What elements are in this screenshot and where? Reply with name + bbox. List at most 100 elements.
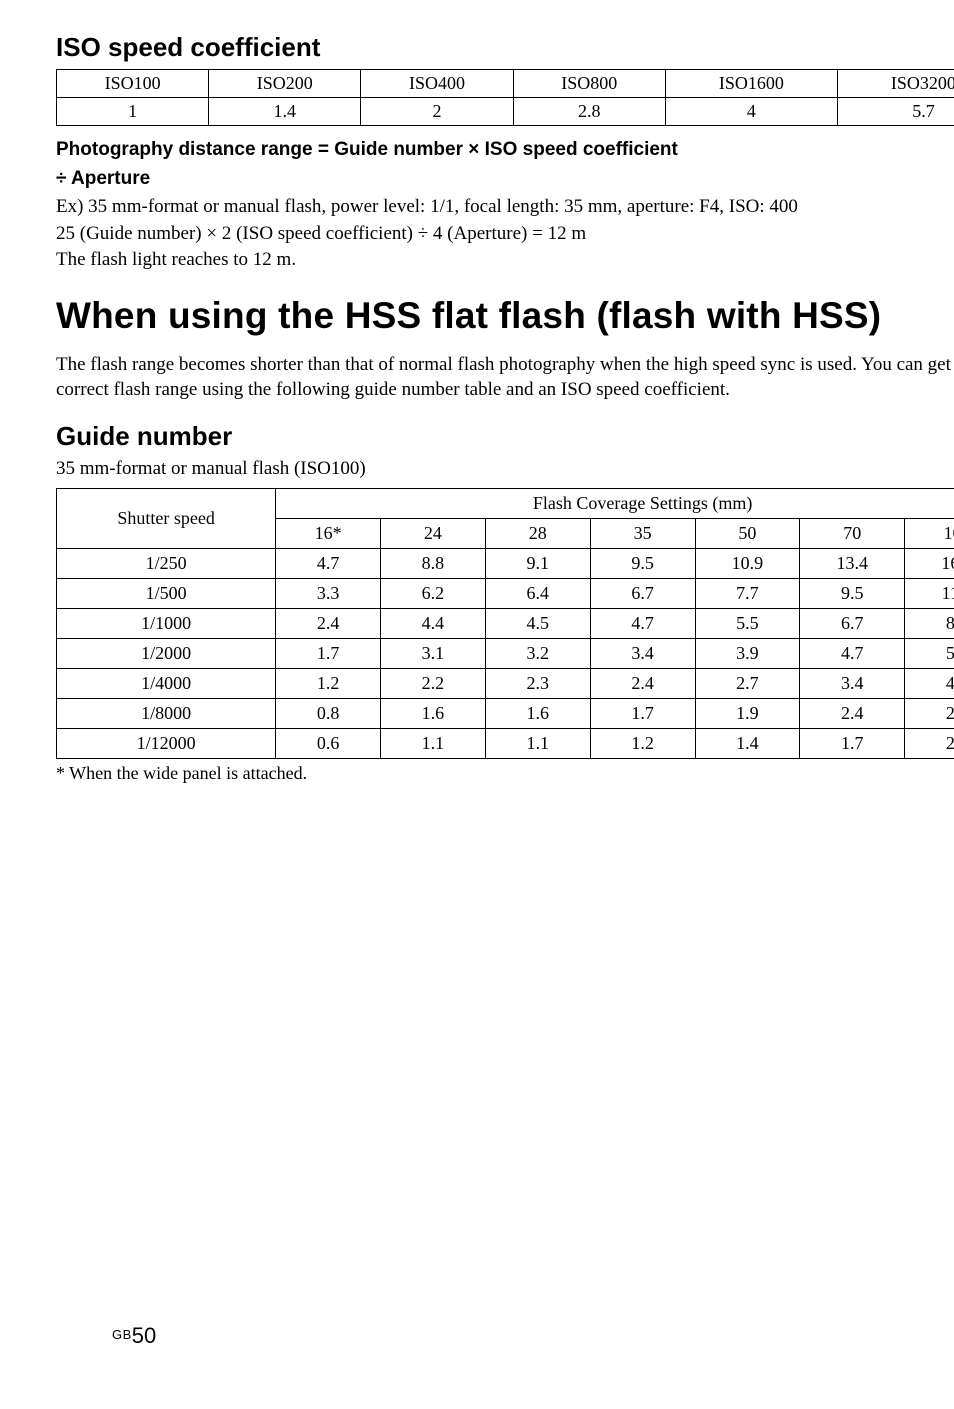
page-number: GB50 — [112, 1323, 156, 1349]
gn-cell: 0.8 — [276, 698, 381, 728]
coverage-cell: 50 — [695, 518, 800, 548]
gn-cell: 1.7 — [590, 698, 695, 728]
table-row: 1 1.4 2 2.8 4 5.7 — [57, 98, 954, 126]
gn-cell: 5.8 — [905, 638, 954, 668]
gn-cell: 5.5 — [695, 608, 800, 638]
iso-value-cell: 2.8 — [513, 98, 665, 126]
gn-cell: 3.1 — [381, 638, 486, 668]
table-row: 1/2000 1.7 3.1 3.2 3.4 3.9 4.7 5.8 — [57, 638, 954, 668]
gn-cell: 1.6 — [381, 698, 486, 728]
gn-cell: 1.2 — [276, 668, 381, 698]
page-num-value: 50 — [132, 1323, 156, 1348]
formula-line2: ÷ Aperture — [56, 168, 150, 189]
shutter-cell: 1/2000 — [57, 638, 276, 668]
example-line3: The flash light reaches to 12 m. — [56, 248, 954, 273]
iso-header-cell: ISO200 — [209, 70, 361, 98]
iso-value-cell: 5.7 — [837, 98, 954, 126]
iso-value-cell: 4 — [665, 98, 837, 126]
shutter-cell: 1/12000 — [57, 728, 276, 758]
iso-header-cell: ISO100 — [57, 70, 209, 98]
gn-cell: 2.1 — [905, 728, 954, 758]
table-row: 1/12000 0.6 1.1 1.1 1.2 1.4 1.7 2.1 — [57, 728, 954, 758]
table-row: ISO100 ISO200 ISO400 ISO800 ISO1600 ISO3… — [57, 70, 954, 98]
gn-cell: 6.7 — [590, 578, 695, 608]
table-row: 1/250 4.7 8.8 9.1 9.5 10.9 13.4 16.4 — [57, 548, 954, 578]
gn-cell: 1.6 — [485, 698, 590, 728]
gn-cell: 2.9 — [905, 698, 954, 728]
coverage-cell: 105 — [905, 518, 954, 548]
gn-cell: 3.4 — [800, 668, 905, 698]
gn-cell: 8.8 — [381, 548, 486, 578]
gn-cell: 9.5 — [590, 548, 695, 578]
gn-cell: 2.4 — [276, 608, 381, 638]
iso-header-cell: ISO1600 — [665, 70, 837, 98]
coverage-cell: 16* — [276, 518, 381, 548]
table-row: 1/1000 2.4 4.4 4.5 4.7 5.5 6.7 8.2 — [57, 608, 954, 638]
gn-cell: 16.4 — [905, 548, 954, 578]
formula-text: Photography distance range = Guide numbe… — [56, 136, 954, 193]
gn-cell: 6.2 — [381, 578, 486, 608]
gn-cell: 2.2 — [381, 668, 486, 698]
iso-header-cell: ISO400 — [361, 70, 513, 98]
guide-subtext: 35 mm-format or manual flash (ISO100) — [56, 458, 954, 480]
table-row: Shutter speed Flash Coverage Settings (m… — [57, 488, 954, 518]
gn-cell: 6.7 — [800, 608, 905, 638]
gn-cell: 3.3 — [276, 578, 381, 608]
coverage-cell: 24 — [381, 518, 486, 548]
footnote: * When the wide panel is attached. — [56, 763, 954, 784]
gn-cell: 2.3 — [485, 668, 590, 698]
gn-cell: 7.7 — [695, 578, 800, 608]
coverage-cell: 70 — [800, 518, 905, 548]
table-row: 1/500 3.3 6.2 6.4 6.7 7.7 9.5 11.6 — [57, 578, 954, 608]
example-line1: Ex) 35 mm-format or manual flash, power … — [56, 195, 954, 220]
shutter-cell: 1/1000 — [57, 608, 276, 638]
gn-cell: 13.4 — [800, 548, 905, 578]
hss-title: When using the HSS flat flash (flash wit… — [56, 295, 954, 338]
iso-heading: ISO speed coefficient — [56, 32, 954, 63]
iso-header-cell: ISO3200 — [837, 70, 954, 98]
gn-cell: 4.1 — [905, 668, 954, 698]
example-line2: 25 (Guide number) × 2 (ISO speed coeffic… — [56, 222, 954, 247]
gn-cell: 4.5 — [485, 608, 590, 638]
shutter-header: Shutter speed — [57, 488, 276, 548]
gn-cell: 2.4 — [800, 698, 905, 728]
gn-cell: 4.7 — [276, 548, 381, 578]
gn-cell: 0.6 — [276, 728, 381, 758]
gn-cell: 4.7 — [800, 638, 905, 668]
iso-table: ISO100 ISO200 ISO400 ISO800 ISO1600 ISO3… — [56, 69, 954, 126]
coverage-cell: 28 — [485, 518, 590, 548]
shutter-cell: 1/500 — [57, 578, 276, 608]
shutter-cell: 1/250 — [57, 548, 276, 578]
gn-cell: 1.1 — [485, 728, 590, 758]
gn-cell: 3.9 — [695, 638, 800, 668]
gn-cell: 2.7 — [695, 668, 800, 698]
gn-cell: 2.4 — [590, 668, 695, 698]
formula-line1: Photography distance range = Guide numbe… — [56, 139, 678, 160]
shutter-cell: 1/4000 — [57, 668, 276, 698]
gn-cell: 4.7 — [590, 608, 695, 638]
page-prefix: GB — [112, 1327, 132, 1342]
gn-cell: 9.5 — [800, 578, 905, 608]
table-row: 1/8000 0.8 1.6 1.6 1.7 1.9 2.4 2.9 — [57, 698, 954, 728]
gn-cell: 6.4 — [485, 578, 590, 608]
shutter-cell: 1/8000 — [57, 698, 276, 728]
gn-cell: 1.9 — [695, 698, 800, 728]
iso-value-cell: 1.4 — [209, 98, 361, 126]
hss-intro: The flash range becomes shorter than tha… — [56, 352, 954, 403]
gn-cell: 1.7 — [800, 728, 905, 758]
gn-cell: 1.1 — [381, 728, 486, 758]
gn-cell: 10.9 — [695, 548, 800, 578]
gn-cell: 8.2 — [905, 608, 954, 638]
gn-cell: 11.6 — [905, 578, 954, 608]
gn-cell: 1.2 — [590, 728, 695, 758]
gn-cell: 1.4 — [695, 728, 800, 758]
gn-cell: 3.4 — [590, 638, 695, 668]
flash-coverage-header: Flash Coverage Settings (mm) — [276, 488, 954, 518]
iso-value-cell: 1 — [57, 98, 209, 126]
gn-cell: 4.4 — [381, 608, 486, 638]
gn-cell: 9.1 — [485, 548, 590, 578]
gn-cell: 1.7 — [276, 638, 381, 668]
guide-heading: Guide number — [56, 421, 954, 452]
iso-value-cell: 2 — [361, 98, 513, 126]
guide-table: Shutter speed Flash Coverage Settings (m… — [56, 488, 954, 759]
